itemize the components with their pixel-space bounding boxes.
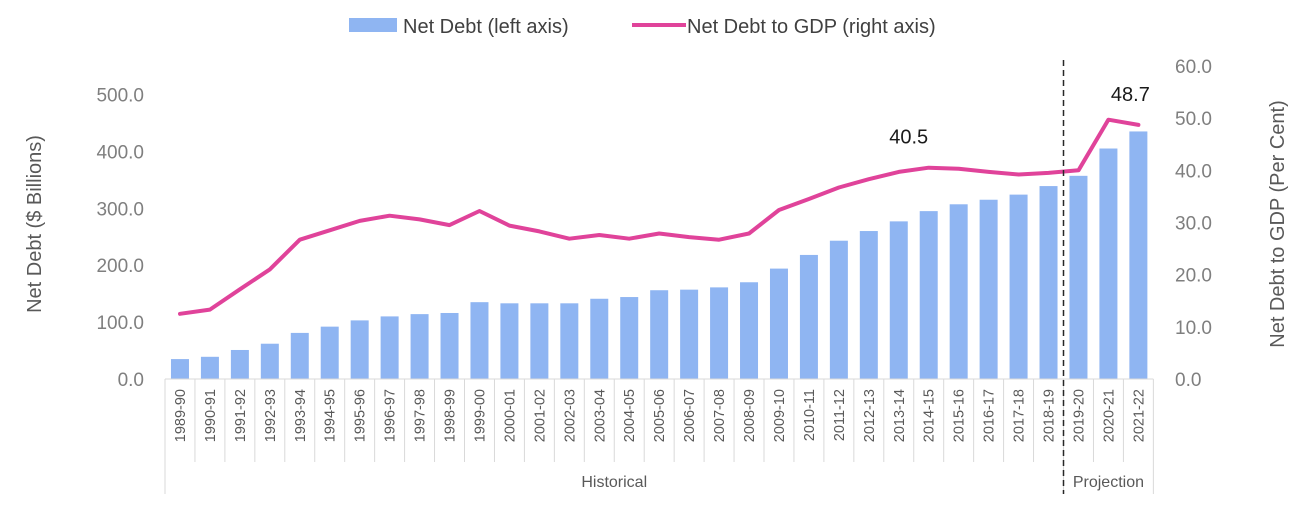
bar-2005-06	[650, 290, 669, 379]
x-tick-label: 2008-09	[742, 389, 758, 442]
bar-2016-17	[979, 199, 998, 379]
annotation-2014-15: 40.5	[889, 127, 928, 149]
x-tick-label: 1993-94	[293, 389, 309, 442]
right-tick-label: 10.0	[1175, 318, 1212, 339]
x-tick-label: 2020-21	[1101, 389, 1117, 442]
bar-2003-04	[590, 298, 609, 379]
x-tick-label: 2012-13	[862, 389, 878, 442]
right-axis: 0.0 10.0 20.0 30.0 40.0 50.0 60.0 Net Debt to G…	[1175, 57, 1289, 391]
bar-2009-10	[769, 268, 788, 379]
left-tick-label: 300.0	[96, 199, 144, 220]
annotation-2021-22: 48.7	[1111, 84, 1150, 106]
bar-1992-93	[260, 343, 279, 379]
x-tick-label: 2002-03	[562, 389, 578, 442]
bar-1997-98	[410, 314, 429, 379]
x-tick-label: 1992-93	[263, 389, 279, 442]
bar-2004-05	[620, 297, 639, 379]
right-tick-label: 60.0	[1175, 57, 1212, 78]
left-tick-label: 400.0	[96, 142, 144, 163]
bar-1993-94	[290, 332, 309, 379]
left-axis-title: Net Debt ($ Billions)	[24, 135, 46, 313]
bar-2008-09	[740, 282, 759, 379]
x-tick-label: 2018-19	[1042, 389, 1058, 442]
left-tick-label: 200.0	[96, 256, 144, 277]
bar-1995-96	[350, 320, 369, 379]
net-debt-bars	[170, 131, 1148, 379]
legend: Net Debt (left axis) Net Debt to GDP (rig…	[349, 16, 936, 38]
right-tick-label: 20.0	[1175, 266, 1212, 287]
right-tick-label: 40.0	[1175, 161, 1212, 182]
x-tick-label: 2019-20	[1072, 389, 1088, 442]
x-tick-label: 2005-06	[652, 389, 668, 442]
right-tick-label: 30.0	[1175, 214, 1212, 235]
bar-2014-15	[919, 211, 938, 379]
x-tick-label: 2006-07	[682, 389, 698, 442]
x-tick-label: 2003-04	[592, 389, 608, 442]
bar-1999-00	[470, 302, 489, 379]
bar-1989-90	[170, 359, 189, 379]
bar-2019-20	[1069, 175, 1088, 379]
x-tick-label: 2017-18	[1012, 389, 1028, 442]
x-tick-label: 1989-90	[173, 389, 189, 442]
x-tick-label: 2021-22	[1131, 389, 1147, 442]
bar-2012-13	[859, 231, 878, 379]
left-tick-label: 500.0	[96, 85, 144, 106]
x-tick-label: 2009-10	[772, 389, 788, 442]
bar-2020-21	[1099, 148, 1118, 379]
x-tick-label: 1995-96	[353, 389, 369, 442]
left-tick-label: 100.0	[96, 313, 144, 334]
right-tick-label: 0.0	[1175, 370, 1201, 391]
bar-1996-97	[380, 316, 399, 379]
x-tick-label: 2015-16	[952, 389, 968, 442]
x-tick-label: 1997-98	[413, 389, 429, 442]
right-axis-title: Net Debt to GDP (Per Cent)	[1267, 100, 1289, 348]
bar-2015-16	[949, 204, 968, 379]
bar-2021-22	[1129, 131, 1148, 379]
x-tick-label: 2016-17	[982, 389, 998, 442]
bar-2001-02	[530, 303, 549, 379]
bar-2006-07	[680, 289, 699, 379]
x-tick-label: 2010-11	[802, 389, 818, 441]
bar-1990-91	[200, 356, 219, 379]
x-axis: 1989-90 1990-91 1991-92 1992-93 1993-94 1994-…	[164, 60, 1154, 494]
left-tick-label: 0.0	[118, 370, 144, 391]
x-tick-label: 1991-92	[233, 389, 249, 442]
bar-2010-11	[799, 254, 818, 379]
x-tick-label: 2004-05	[622, 389, 638, 442]
right-tick-label: 50.0	[1175, 109, 1212, 130]
x-tick-label: 2013-14	[892, 389, 908, 442]
x-tick-label: 2014-15	[922, 389, 938, 442]
x-tick-label: 2007-08	[712, 389, 728, 442]
bar-2007-08	[710, 287, 729, 379]
x-tick-label: 1994-95	[323, 389, 339, 442]
bar-1991-92	[230, 349, 249, 379]
x-tick-label: 2001-02	[532, 389, 548, 442]
legend-label-net-debt-to-gdp: Net Debt to GDP (right axis)	[687, 16, 936, 38]
net-debt-to-gdp-line	[178, 117, 1141, 316]
bar-2002-03	[560, 303, 579, 379]
annotations: 40.5 48.7	[889, 84, 1150, 149]
bar-2011-12	[829, 240, 848, 379]
group-label-projection: Projection	[1073, 474, 1144, 491]
left-axis: 0.0 100.0 200.0 300.0 400.0 500.0 Net Debt ($ …	[24, 85, 144, 391]
x-tick-label: 2000-01	[502, 389, 518, 442]
bar-2013-14	[889, 221, 908, 379]
line-path	[178, 117, 1141, 316]
bar-2018-19	[1039, 186, 1058, 379]
legend-swatch-net-debt	[349, 18, 397, 32]
x-tick-label: 1998-99	[443, 389, 459, 442]
x-tick-label: 2011-12	[832, 389, 848, 441]
bar-1998-99	[440, 312, 459, 379]
group-label-historical: Historical	[581, 474, 647, 491]
bar-1994-95	[320, 326, 339, 379]
legend-label-net-debt: Net Debt (left axis)	[403, 16, 569, 38]
x-tick-label: 1999-00	[473, 389, 489, 442]
x-tick-label: 1990-91	[203, 389, 219, 442]
bar-2017-18	[1009, 194, 1028, 379]
bar-2000-01	[500, 303, 519, 379]
x-tick-label: 1996-97	[383, 389, 399, 442]
